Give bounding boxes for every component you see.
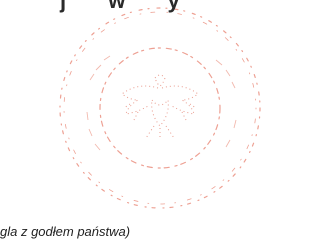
stamp-lettering	[87, 56, 236, 150]
stamp-eagle	[122, 75, 198, 138]
header-text: j w y	[60, 0, 198, 14]
caption: gla z godłem państwa)	[0, 224, 130, 239]
stamp	[0, 0, 275, 248]
stamp-outer-ring-inner	[64, 12, 256, 204]
stamp-outer-ring	[60, 8, 260, 208]
document-page: j w y gla z godłem państwa)	[0, 0, 275, 248]
stamp-inner-ring	[100, 48, 220, 168]
